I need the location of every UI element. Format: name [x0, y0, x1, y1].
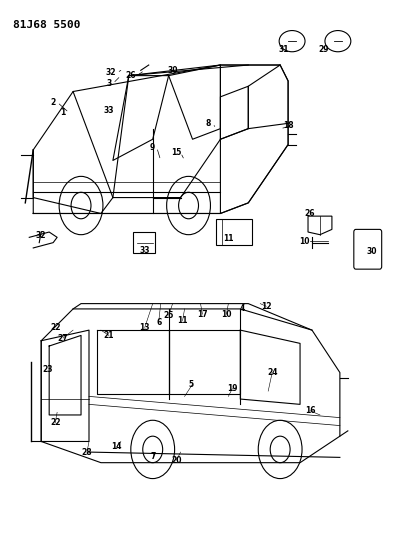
Text: 10: 10	[221, 310, 232, 319]
Text: 24: 24	[267, 368, 277, 377]
Text: 25: 25	[164, 311, 174, 320]
Text: 8: 8	[206, 119, 211, 128]
Text: 26: 26	[126, 71, 136, 80]
Text: 31: 31	[279, 45, 290, 54]
Text: 30: 30	[167, 66, 178, 75]
Text: 14: 14	[111, 442, 122, 451]
FancyBboxPatch shape	[217, 219, 252, 245]
Text: 22: 22	[50, 418, 61, 427]
Text: 30: 30	[367, 247, 377, 256]
Text: 9: 9	[150, 143, 155, 152]
Text: 33: 33	[104, 106, 114, 115]
Text: 17: 17	[197, 310, 208, 319]
Polygon shape	[308, 216, 332, 235]
Text: 1: 1	[61, 108, 66, 117]
Text: 32: 32	[36, 231, 47, 240]
FancyBboxPatch shape	[133, 232, 155, 253]
Text: 81J68 5500: 81J68 5500	[13, 20, 81, 30]
Text: 19: 19	[227, 384, 238, 393]
Text: 16: 16	[305, 406, 315, 415]
Text: 13: 13	[140, 323, 150, 332]
Text: 27: 27	[58, 334, 69, 343]
Text: 3: 3	[106, 79, 111, 88]
Text: 29: 29	[319, 45, 329, 54]
Text: 23: 23	[42, 366, 53, 374]
Text: 22: 22	[50, 323, 61, 332]
Text: 33: 33	[140, 246, 150, 255]
Text: 12: 12	[261, 302, 271, 311]
Text: 15: 15	[171, 148, 182, 157]
Text: 28: 28	[82, 448, 92, 457]
FancyBboxPatch shape	[354, 229, 382, 269]
Text: 26: 26	[305, 209, 315, 218]
Text: 18: 18	[283, 122, 294, 131]
Text: 11: 11	[177, 316, 188, 325]
Text: 10: 10	[299, 237, 309, 246]
Text: 7: 7	[150, 452, 156, 461]
Text: 4: 4	[240, 304, 245, 313]
Text: 2: 2	[51, 98, 56, 107]
Text: 5: 5	[188, 379, 193, 389]
Text: 21: 21	[104, 331, 114, 340]
Text: 11: 11	[223, 234, 234, 243]
Text: 32: 32	[105, 68, 116, 77]
Text: 6: 6	[156, 318, 161, 327]
Text: 20: 20	[171, 456, 182, 465]
